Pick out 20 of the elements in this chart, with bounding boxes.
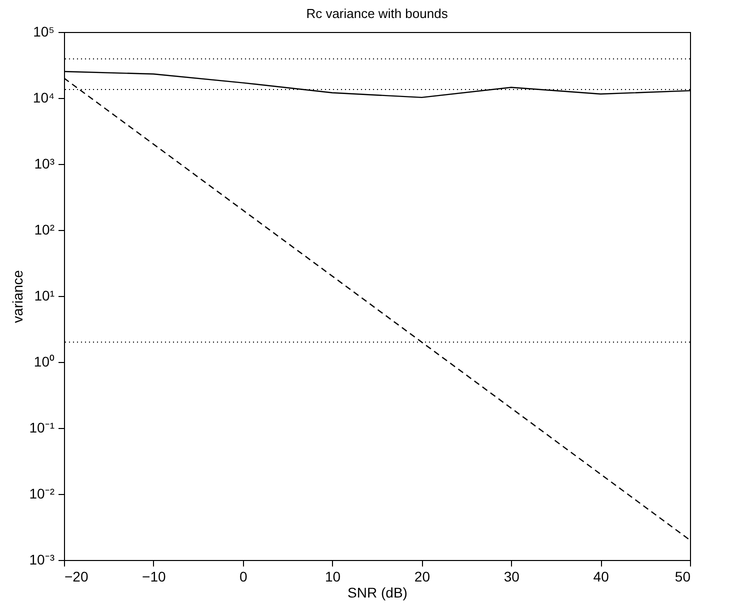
x-tick-label: −10 bbox=[142, 568, 166, 584]
x-tick-label: 40 bbox=[593, 568, 610, 584]
y-tick-label: 10² bbox=[34, 222, 55, 238]
x-tick-label: 0 bbox=[239, 568, 248, 584]
x-tick-label: 30 bbox=[504, 568, 520, 584]
x-tick-label: 10 bbox=[324, 568, 341, 584]
y-tick-label: 10⁻¹ bbox=[29, 420, 55, 436]
x-tick-label: −20 bbox=[64, 568, 88, 584]
x-tick-label: 50 bbox=[674, 568, 691, 584]
y-axis-title: variance bbox=[9, 270, 26, 323]
chart-title: Rc variance with bounds bbox=[306, 6, 448, 21]
y-tick-label: 10¹ bbox=[34, 288, 55, 304]
y-tick-label: 10⁰ bbox=[34, 354, 54, 370]
x-axis-title: SNR (dB) bbox=[348, 584, 408, 600]
x-tick-label: 20 bbox=[414, 568, 430, 584]
y-tick-label: 10⁵ bbox=[33, 24, 54, 40]
y-tick-label: 10⁻² bbox=[29, 486, 55, 502]
y-tick-label: 10⁻³ bbox=[29, 552, 55, 568]
y-tick-label: 10⁴ bbox=[32, 90, 54, 106]
y-tick-label: 10³ bbox=[34, 156, 55, 172]
